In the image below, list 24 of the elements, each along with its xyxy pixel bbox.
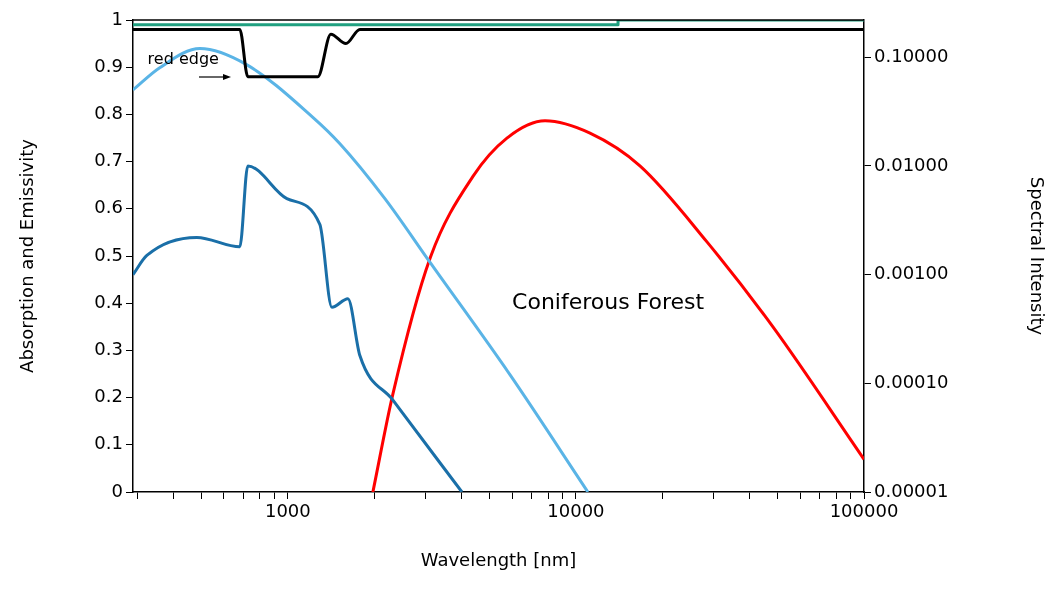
y2-tick-label: 0.7 <box>94 149 123 171</box>
y2-tick-label: 0.5 <box>94 243 123 265</box>
y-tick-label: 0.01000 <box>874 153 949 175</box>
y2-tick-label: 0.3 <box>94 338 123 360</box>
y-tick-label: 0.00100 <box>874 262 949 284</box>
annotation: Coniferous Forest <box>512 288 705 314</box>
x-tick-label: 10000 <box>547 500 605 522</box>
annotation: red edge <box>147 49 219 69</box>
y2-tick-label: 1 <box>111 7 123 29</box>
x-tick-label: 1000 <box>264 500 311 522</box>
y2-tick-label: 0.4 <box>94 290 123 312</box>
y-tick-label: 0.00010 <box>874 370 949 392</box>
y2-tick-label: 0.1 <box>94 432 123 454</box>
y-axis-title: Spectral Intensity <box>1026 176 1048 336</box>
y2-axis-title: Absorption and Emissivity <box>16 138 38 373</box>
y2-tick-label: 0.9 <box>94 54 123 76</box>
y2-tick-label: 0.2 <box>94 385 123 407</box>
y2-tick-label: 0 <box>111 479 123 501</box>
x-tick-label: 100000 <box>829 500 899 522</box>
y2-tick-label: 0.8 <box>94 102 123 124</box>
y-tick-label: 0.10000 <box>874 44 949 66</box>
x-axis-title: Wavelength [nm] <box>420 548 577 570</box>
y-tick-label: 0.00001 <box>874 479 949 501</box>
y2-tick-label: 0.6 <box>94 196 123 218</box>
